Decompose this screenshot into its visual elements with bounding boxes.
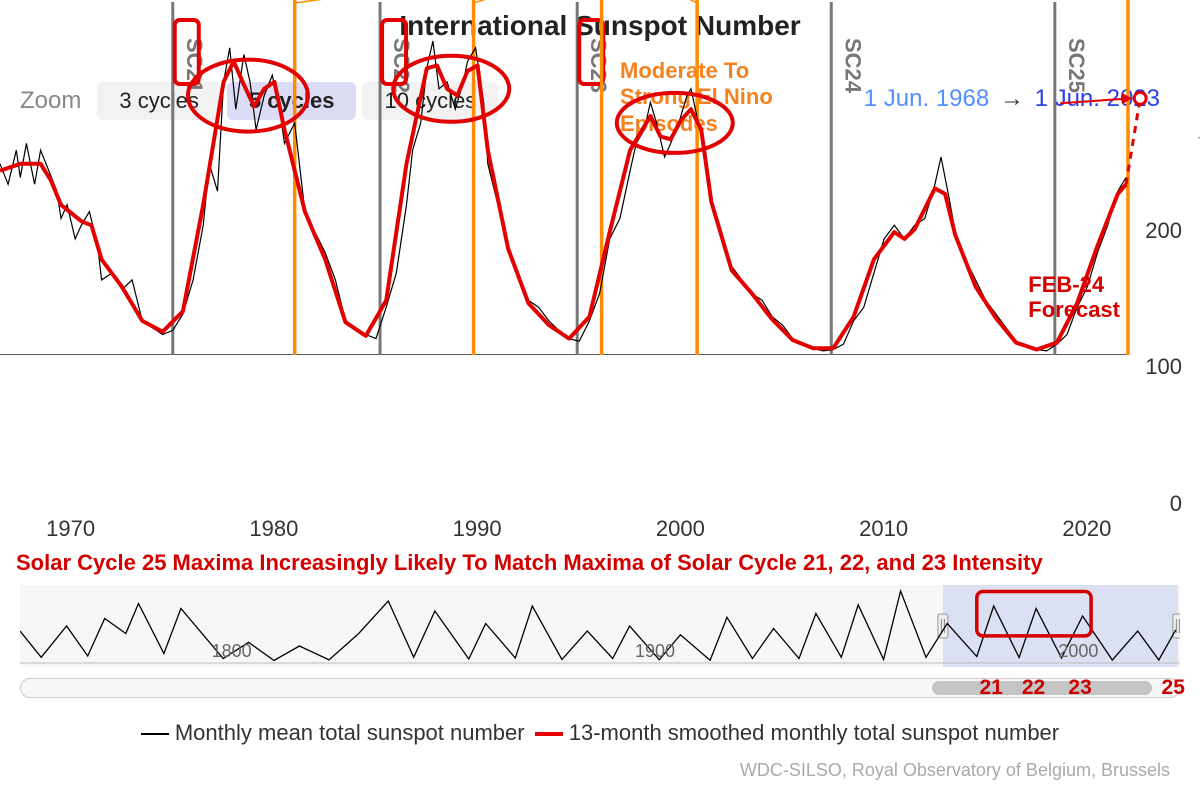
nav-cycle-label: 21 — [979, 676, 1002, 700]
svg-text:SC25: SC25 — [1064, 38, 1089, 93]
svg-text:1800: 1800 — [212, 641, 252, 661]
legend-swatch-smoothed — [535, 732, 563, 736]
nav-cycle-label: 23 — [1068, 676, 1091, 700]
svg-text:SC24: SC24 — [840, 38, 865, 94]
forecast-annotation: FEB-24Forecast — [1028, 272, 1120, 323]
caption-text: Solar Cycle 25 Maxima Increasingly Likel… — [16, 550, 1186, 576]
legend: Monthly mean total sunspot number 13-mon… — [0, 720, 1200, 746]
attribution: WDC-SILSO, Royal Observatory of Belgium,… — [740, 760, 1170, 781]
legend-swatch-monthly — [141, 733, 169, 735]
svg-text:1900: 1900 — [635, 641, 675, 661]
y-tick: 100 — [1122, 354, 1182, 380]
nav-cycle-label: 25 — [1162, 676, 1185, 700]
y-tick: 0 — [1122, 491, 1182, 517]
x-axis: 1970 1980 1990 2000 2010 2020 — [30, 516, 1180, 546]
y-tick: 200 — [1122, 218, 1182, 244]
navigator-chart[interactable]: 1800 1900 2000 — [20, 585, 1180, 675]
x-tick: 1990 — [453, 516, 502, 542]
legend-label-smoothed: 13-month smoothed monthly total sunspot … — [569, 720, 1059, 745]
x-tick: 1980 — [249, 516, 298, 542]
legend-label-monthly: Monthly mean total sunspot number — [175, 720, 525, 745]
x-tick: 1970 — [46, 516, 95, 542]
y-axis-title: Sunspot number — [1197, 88, 1200, 242]
svg-text:2000: 2000 — [1058, 641, 1098, 661]
y-axis: 0100200 — [1122, 148, 1182, 508]
x-tick: 2010 — [859, 516, 908, 542]
x-tick: 2020 — [1062, 516, 1111, 542]
main-chart[interactable]: SC21SC22SC23SC24SC25 — [0, 0, 1150, 355]
navigator-cycle-labels: 21222325 — [20, 676, 1180, 700]
x-tick: 2000 — [656, 516, 705, 542]
nav-cycle-label: 22 — [1022, 676, 1045, 700]
